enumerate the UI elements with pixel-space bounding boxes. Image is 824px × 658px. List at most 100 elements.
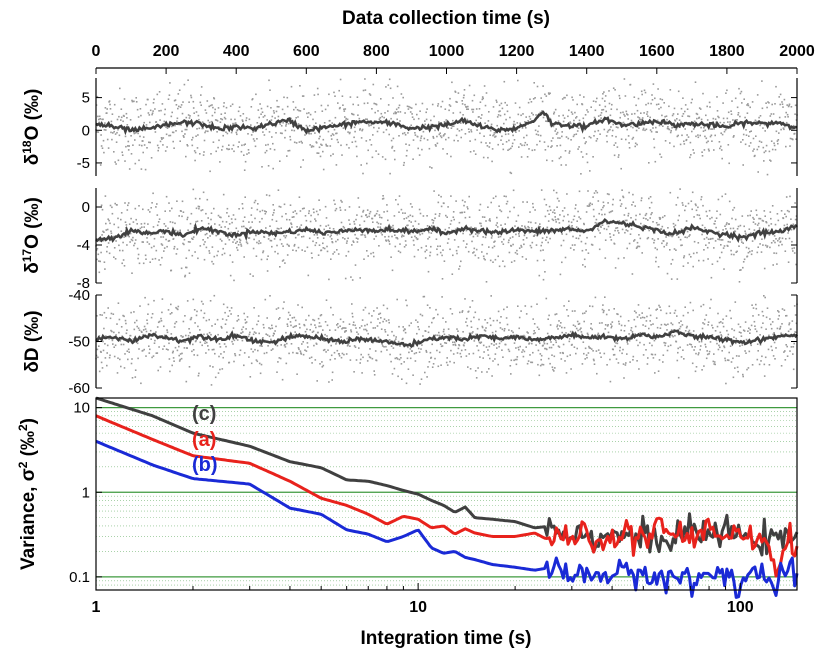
- raw-point: [337, 323, 339, 325]
- raw-point: [560, 322, 562, 324]
- raw-point: [222, 134, 224, 137]
- raw-point: [563, 305, 565, 307]
- raw-point: [683, 358, 685, 360]
- raw-point: [687, 331, 690, 333]
- raw-point: [432, 219, 435, 222]
- raw-point: [102, 139, 105, 142]
- raw-point: [374, 214, 376, 217]
- raw-point: [293, 334, 295, 336]
- raw-point: [344, 108, 347, 110]
- raw-point: [295, 352, 298, 354]
- raw-point: [765, 102, 767, 104]
- raw-point: [365, 118, 367, 120]
- raw-point: [435, 226, 437, 229]
- raw-point: [325, 225, 327, 227]
- raw-point: [381, 156, 384, 158]
- raw-point: [765, 221, 768, 224]
- raw-point: [349, 223, 351, 225]
- raw-point: [174, 124, 176, 127]
- raw-point: [474, 311, 477, 314]
- raw-point: [648, 327, 650, 330]
- raw-point: [530, 246, 533, 249]
- raw-point: [314, 218, 316, 220]
- raw-point: [173, 326, 176, 328]
- raw-point: [756, 120, 758, 123]
- raw-point: [587, 190, 589, 192]
- raw-point: [742, 133, 745, 136]
- raw-point: [109, 317, 112, 320]
- raw-point: [464, 103, 466, 106]
- raw-point: [318, 146, 321, 149]
- raw-point: [273, 333, 275, 335]
- raw-point: [475, 377, 478, 379]
- raw-point: [517, 214, 520, 217]
- raw-point: [444, 133, 446, 135]
- raw-point: [740, 332, 742, 334]
- raw-point: [313, 211, 315, 214]
- raw-point: [199, 341, 202, 344]
- raw-point: [458, 268, 460, 270]
- raw-point: [386, 349, 388, 351]
- raw-point: [130, 362, 133, 365]
- raw-point: [586, 161, 589, 164]
- raw-point: [552, 137, 554, 139]
- raw-point: [452, 216, 455, 218]
- raw-point: [312, 318, 314, 321]
- raw-point: [192, 236, 195, 238]
- raw-point: [747, 104, 750, 107]
- raw-point: [744, 143, 747, 146]
- raw-point: [776, 263, 778, 265]
- raw-point: [451, 125, 454, 128]
- raw-point: [289, 314, 291, 316]
- raw-point: [355, 218, 357, 221]
- raw-point: [276, 105, 279, 108]
- raw-point: [517, 113, 520, 116]
- raw-point: [290, 324, 292, 327]
- raw-point: [757, 171, 759, 173]
- raw-point: [553, 189, 555, 192]
- raw-point: [792, 346, 795, 348]
- raw-point: [188, 328, 190, 330]
- raw-point: [435, 238, 438, 240]
- raw-point: [787, 232, 789, 234]
- raw-point: [570, 368, 572, 370]
- raw-point: [732, 209, 734, 211]
- raw-point: [556, 324, 559, 326]
- raw-point: [322, 237, 325, 239]
- raw-point: [156, 224, 159, 227]
- raw-point: [626, 219, 628, 222]
- raw-point: [494, 136, 496, 138]
- raw-point: [464, 216, 467, 219]
- raw-point: [773, 235, 776, 237]
- raw-point: [324, 321, 327, 323]
- raw-point: [726, 329, 728, 332]
- raw-point: [105, 222, 107, 225]
- raw-point: [746, 368, 748, 371]
- raw-point: [487, 354, 490, 356]
- raw-point: [392, 97, 394, 99]
- raw-point: [283, 113, 286, 115]
- raw-point: [475, 248, 478, 251]
- raw-point: [747, 330, 749, 332]
- raw-point: [377, 110, 379, 112]
- raw-point: [111, 138, 113, 141]
- raw-point: [369, 210, 372, 213]
- raw-point: [481, 251, 483, 253]
- raw-point: [429, 351, 432, 354]
- raw-point: [391, 373, 394, 375]
- raw-point: [758, 217, 760, 220]
- raw-point: [707, 238, 710, 240]
- raw-point: [673, 145, 675, 148]
- raw-point: [724, 357, 726, 360]
- raw-point: [643, 112, 645, 114]
- raw-point: [727, 333, 730, 336]
- raw-point: [508, 350, 511, 353]
- raw-point: [571, 244, 574, 246]
- raw-point: [429, 251, 432, 254]
- raw-point: [100, 145, 103, 147]
- raw-point: [726, 336, 729, 338]
- raw-point: [788, 322, 791, 324]
- raw-point: [669, 191, 672, 194]
- raw-point: [721, 195, 723, 198]
- raw-point: [479, 222, 481, 225]
